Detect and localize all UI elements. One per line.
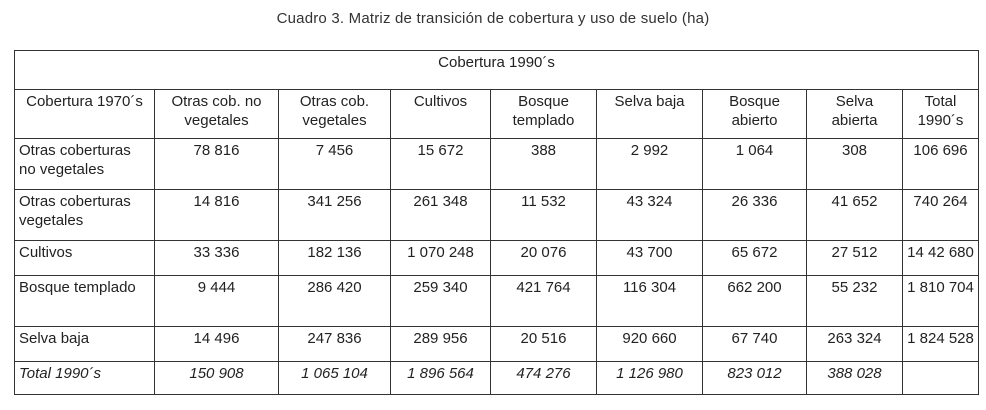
row-header-label: Cobertura 1970´s [14,89,155,139]
table-cell: 259 340 [390,275,491,327]
table-cell: 33 336 [154,240,279,276]
table-cell: 920 660 [596,326,703,362]
table-row: Cultivos 33 336 182 136 1 070 248 20 076… [14,240,980,276]
table-cell: 823 012 [702,361,807,395]
table-row: Selva baja 14 496 247 836 289 956 20 516… [14,326,980,362]
table-cell: 388 028 [806,361,903,395]
table-cell: 116 304 [596,275,703,327]
column-header: Bosque templado [490,89,597,139]
total-row: Total 1990´s 150 908 1 065 104 1 896 564… [14,361,980,395]
table-cell: 65 672 [702,240,807,276]
table-cell: 11 532 [490,189,597,241]
table-cell: 1 810 704 [901,275,980,327]
row-label: Otras coberturas no vegetales [14,138,155,190]
table-cell: 1 824 528 [901,326,980,362]
table-cell: 247 836 [278,326,391,362]
table-cell: 67 740 [702,326,807,362]
table-cell: 421 764 [490,275,597,327]
table-cell: 2 992 [596,138,703,190]
table-cell: 14 496 [154,326,279,362]
row-label: Otras coberturas vegetales [14,189,155,241]
table-cell: 20 076 [490,240,597,276]
table-cell: 263 324 [806,326,903,362]
table-cell: 41 652 [806,189,903,241]
table-cell: 15 672 [390,138,491,190]
table-cell: 1 064 [702,138,807,190]
table-cell: 662 200 [702,275,807,327]
table-row: Otras coberturas no vegetales 78 816 7 4… [14,138,980,190]
table-cell: 55 232 [806,275,903,327]
table-cell [901,361,980,395]
table-cell: 9 444 [154,275,279,327]
table-cell: 1 126 980 [596,361,703,395]
table-row: Bosque templado 9 444 286 420 259 340 42… [14,275,980,327]
table-cell: 286 420 [278,275,391,327]
table-cell: 289 956 [390,326,491,362]
row-label: Total 1990´s [14,361,155,395]
table-cell: 740 264 [901,189,980,241]
table-cell: 1 065 104 [278,361,391,395]
table-cell: 150 908 [154,361,279,395]
table-cell: 106 696 [901,138,980,190]
span-header: Cobertura 1990´s [13,50,980,90]
column-header: Cultivos [390,89,491,139]
column-header: Total 1990´s [901,89,980,139]
table-cell: 20 516 [490,326,597,362]
row-label: Cultivos [14,240,155,276]
table-cell: 26 336 [702,189,807,241]
row-label: Selva baja [14,326,155,362]
column-header: Otras cob. no vegetales [154,89,279,139]
table-cell: 1 896 564 [390,361,491,395]
table-cell: 182 136 [278,240,391,276]
table-cell: 78 816 [154,138,279,190]
table-caption: Cuadro 3. Matriz de transición de cobert… [276,10,710,27]
table-cell: 388 [490,138,597,190]
table-cell: 474 276 [490,361,597,395]
table-cell: 43 324 [596,189,703,241]
table-row: Otras coberturas vegetales 14 816 341 25… [14,189,980,241]
column-header: Selva baja [596,89,703,139]
row-label: Bosque templado [14,275,155,327]
column-header: Selva abierta [806,89,903,139]
table-cell: 14 816 [154,189,279,241]
table-cell: 27 512 [806,240,903,276]
column-header: Bosque abierto [702,89,807,139]
transition-matrix-table: Cobertura 1990´s Cobertura 1970´s Otras … [13,50,980,395]
table-cell: 1 070 248 [390,240,491,276]
table-cell: 14 42 680 [901,240,980,276]
table-cell: 43 700 [596,240,703,276]
column-header: Otras cob. vegetales [278,89,391,139]
table-cell: 7 456 [278,138,391,190]
table-cell: 261 348 [390,189,491,241]
table-cell: 308 [806,138,903,190]
table-cell: 341 256 [278,189,391,241]
